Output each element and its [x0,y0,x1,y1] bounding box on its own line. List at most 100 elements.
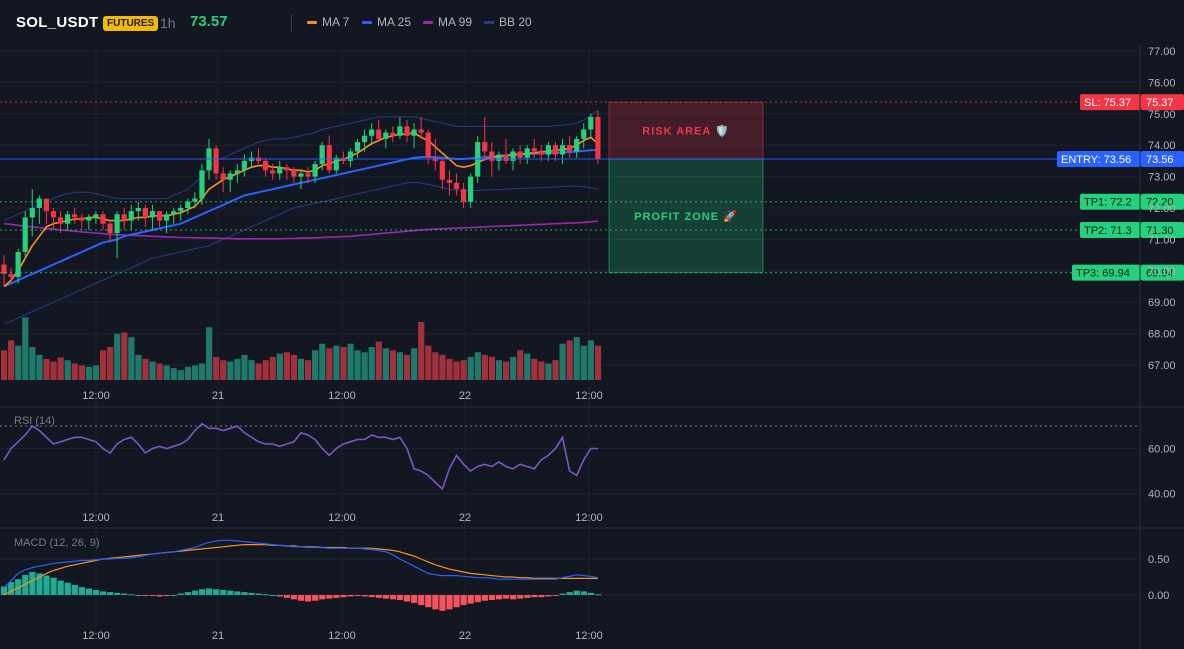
macd-histogram-bar [184,592,192,595]
macd-histogram-bar [418,595,425,606]
legend-ma99[interactable]: MA 99 [423,15,472,29]
macd-histogram-bar [248,592,255,595]
candle [29,208,35,218]
ma7-line [3,131,599,288]
volume-bar [8,340,15,380]
candle [72,214,78,218]
macd-histogram-bar [425,595,432,608]
macd-histogram-bar [135,595,142,596]
macd-histogram-bar [481,595,488,601]
level-tag-0 [1080,94,1141,111]
volume-bar [305,360,312,380]
volume-bar [545,363,552,380]
macd-histogram-bar [375,595,382,598]
macd-histogram-bar [213,589,220,595]
candle [156,211,163,221]
volume-bar [177,370,184,380]
candle [36,198,42,208]
macd-histogram-bar [488,595,496,601]
candle [567,145,573,152]
volume-bar [319,343,326,380]
volume-bar [382,348,389,380]
level-price-tag-0 [1141,94,1184,111]
volume-bar [262,360,269,380]
symbol-name[interactable]: SOL_USDT [16,14,99,31]
macd-histogram-bar [128,594,135,596]
candle [482,142,488,152]
macd-histogram-bar [446,595,453,610]
candle [142,208,148,218]
price-tick: 72.00 [1148,203,1176,215]
candle [354,142,361,152]
legend-ma99-label: MA 99 [438,15,473,29]
candle [93,214,99,218]
time-tick: 12:00 [82,512,110,524]
candle [418,129,424,133]
candle [284,167,290,171]
time-tick: 21 [212,390,224,402]
candle [107,223,113,234]
macd-histogram-bar [297,595,305,601]
legend-ma7-swatch [307,20,317,24]
profit-zone-label: PROFIT ZONE 🚀 [634,210,738,223]
legend-bb20[interactable]: BB 20 [484,15,532,29]
level-price-0: 75.37 [1146,97,1174,109]
trade-levels: SL: 75.37 75.37 ENTRY: 73.56 73.56 TP1: 72.2… [0,94,1184,281]
volume-bar [142,358,149,380]
grid-lines [0,46,1140,625]
macd-histogram-bar [227,590,234,595]
volume-bar [573,337,580,380]
macd-histogram-bar [382,595,389,599]
candle [390,132,396,136]
candle [57,217,64,224]
time-tick: 12:00 [82,630,110,642]
macd-histogram-bar [333,595,340,598]
macd-histogram-bar [305,595,312,602]
candle [100,214,106,224]
candle [453,182,460,190]
candle [234,170,240,174]
volume-bar [156,363,163,380]
legend-ma7[interactable]: MA 7 [307,15,349,29]
legend-ma99-swatch [423,20,433,24]
price-tick: 73.00 [1148,172,1176,184]
macd-histogram-bar [510,595,517,600]
macd-histogram-bar [312,595,319,601]
volume-bar [580,345,587,380]
candle [79,217,85,221]
time-tick: 12:00 [82,390,110,402]
macd-histogram-bar [495,595,503,600]
macd-histogram-bar [524,595,531,598]
legend-ma7-label: MA 7 [322,15,350,29]
macd-histogram-bar [368,595,375,598]
macd-histogram-bar [1,586,8,595]
candle [178,208,184,212]
candle [192,198,198,202]
timeframe-label[interactable]: 1h [160,15,176,31]
candlesticks[interactable] [1,110,601,287]
macd-histogram-bar [50,577,57,595]
level-price-4: 69.94 [1146,268,1174,280]
candle [595,116,601,159]
macd-histogram-bar [396,595,404,601]
candle [425,132,431,158]
candle [552,145,559,155]
macd-histogram-bar [85,588,93,595]
macd-histogram-bar [22,574,29,595]
macd-histogram-bar [8,582,15,595]
legend-ma25[interactable]: MA 25 [362,15,411,29]
volume-bar [453,361,460,380]
bollinger-bands [3,110,599,325]
candle [460,189,467,202]
macd-histogram-bar [290,595,298,600]
macd-histogram-bar [163,595,170,596]
volume-bar [524,353,531,380]
volume-bar [213,356,220,380]
macd-histogram-bar [269,595,276,596]
price-tick: 74.00 [1148,140,1176,152]
candle [319,145,325,165]
macd-histogram-bar [340,595,347,598]
macd-histogram-bar [566,592,573,595]
volume-bar [290,354,298,380]
